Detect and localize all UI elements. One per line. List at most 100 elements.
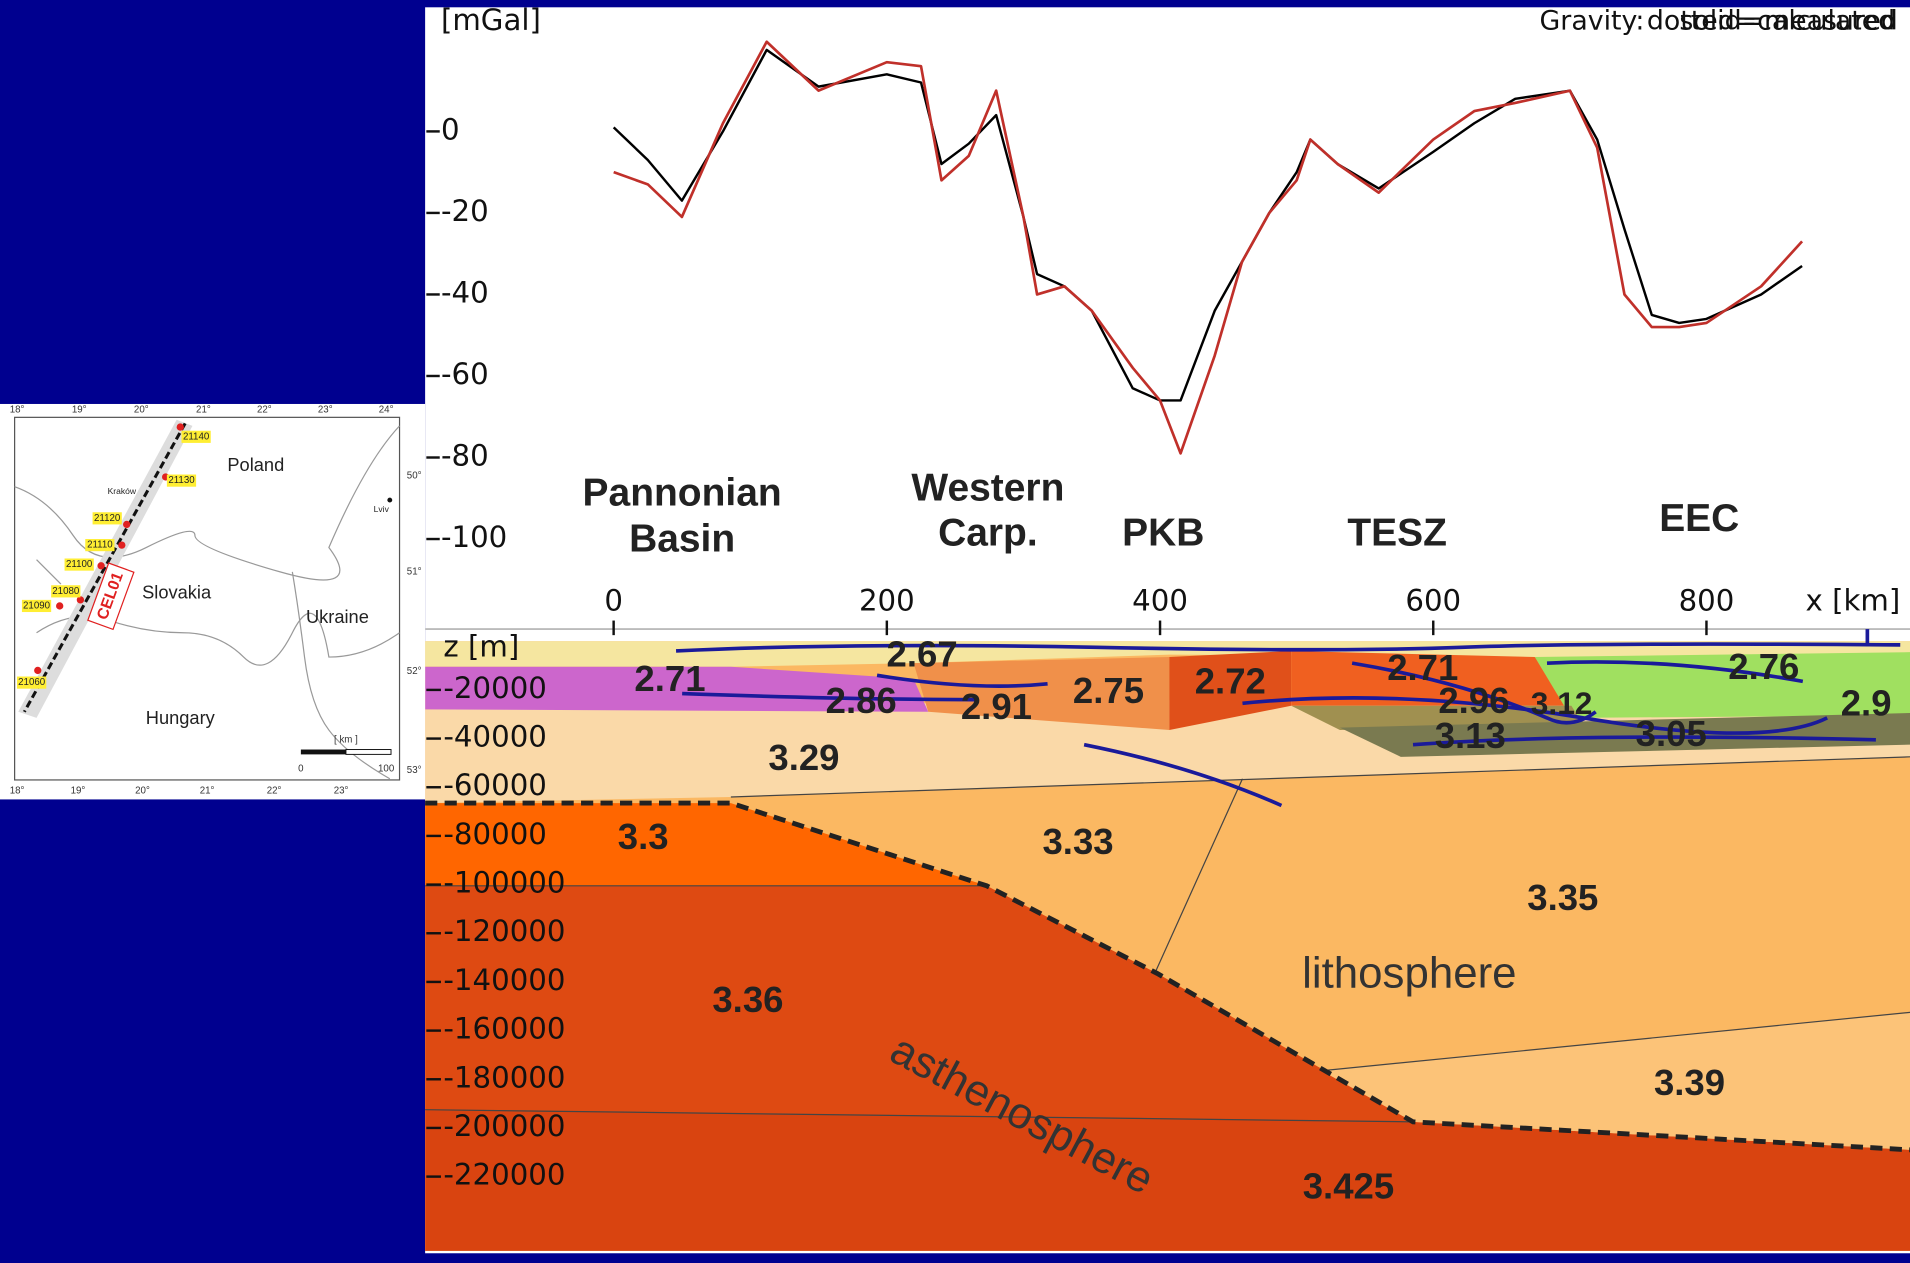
profile-tag [87, 562, 135, 631]
map-frame [14, 416, 401, 781]
layer [1339, 713, 1910, 757]
legend-entry: dotted=calculated [1647, 5, 1895, 36]
station-tag [92, 512, 122, 525]
region-label: PKB [1122, 512, 1204, 555]
region-labels: Pannonian Basin Western Carp. PKB TESZ E… [583, 467, 1740, 561]
x-tick-label: 600 [1405, 583, 1461, 617]
lon-label: 23° [318, 405, 333, 416]
layer [1534, 652, 1910, 718]
lab-boundary [425, 800, 1910, 1153]
station-label: 21130 [168, 475, 195, 486]
scale-unit: [ km ] [334, 734, 358, 745]
region-label: Pannonian [583, 472, 782, 515]
station [118, 541, 126, 549]
density-label: 2.96 [1438, 680, 1509, 721]
station-tag [166, 474, 197, 487]
station-tag [17, 676, 47, 689]
station [76, 596, 85, 604]
map-inset: 21140 21130 21120 21110 21100 21080 2109… [0, 403, 426, 800]
y-tick-label: -80 [441, 439, 489, 473]
city-marker [387, 497, 393, 503]
lon-label: 24° [379, 405, 394, 416]
station [123, 520, 131, 529]
density-label: 2.67 [887, 634, 958, 675]
y-tick-label: -120000 [443, 914, 565, 948]
lon-label: 19° [71, 785, 86, 796]
layer [913, 657, 1170, 731]
lon-label: 23° [334, 785, 349, 796]
reflector [1242, 696, 1828, 735]
lon-label: 18° [10, 405, 25, 416]
region-label: Basin [629, 518, 735, 561]
lat-label: 52° [407, 666, 422, 677]
border [14, 425, 400, 581]
country-label: Slovakia [142, 582, 212, 603]
y-axis-title: z [m] [443, 630, 519, 664]
density-label: 3.425 [1303, 1165, 1394, 1206]
y-tick-label: -180000 [443, 1060, 565, 1094]
x-axis-title: x [km] [1805, 583, 1900, 617]
scale-tick: 100 [378, 764, 395, 775]
y-tick-label: -40 [441, 275, 489, 309]
station-label: 21060 [18, 677, 46, 688]
lon-label: 20° [134, 405, 149, 416]
station-tag [181, 430, 211, 443]
density-label: 2.9 [1841, 682, 1892, 723]
density-label: 2.72 [1195, 660, 1266, 701]
y-tick-label: -160000 [443, 1012, 565, 1046]
y-tick-label: -80000 [443, 817, 546, 851]
station-label: 21120 [94, 513, 121, 524]
profile-line [23, 422, 187, 713]
y-tick-label: -140000 [443, 963, 565, 997]
x-tick-label: 200 [859, 583, 915, 617]
density-label: 3.3 [618, 816, 669, 857]
density-label: 3.39 [1654, 1062, 1725, 1103]
reflector [675, 642, 1901, 653]
lon-label: 19° [72, 405, 87, 416]
gravity-line [613, 40, 1804, 455]
boundary [1321, 1011, 1910, 1072]
y-axis-title: [mGal] [441, 3, 541, 37]
y-tick-label: -200000 [443, 1109, 565, 1143]
border [36, 559, 62, 585]
y-tick-label: -100000 [443, 866, 565, 900]
station [97, 562, 105, 570]
city-label: Kraków [108, 486, 137, 496]
station-label: 21100 [66, 559, 93, 570]
density-label: 2.76 [1728, 646, 1799, 687]
density-label: 3.29 [768, 737, 839, 778]
layer [425, 885, 1414, 1122]
y-tick-label: -220000 [443, 1158, 565, 1192]
section-layers [425, 641, 1910, 1251]
scale-tick: 0 [298, 764, 304, 775]
gravity-line [612, 48, 1803, 402]
lon-label: 20° [135, 785, 150, 796]
station-label: 21140 [183, 431, 210, 442]
density-label: 3.33 [1042, 821, 1113, 862]
density-label: 2.91 [961, 686, 1032, 727]
layer [425, 1109, 1910, 1251]
scale-bar [345, 749, 392, 755]
lon-label: 21° [200, 785, 215, 796]
reflector [1351, 661, 1597, 725]
layer-label: lithosphere [1302, 948, 1516, 997]
lat-label: 50° [407, 470, 422, 481]
reflector [1083, 742, 1283, 808]
lon-label: 21° [196, 405, 211, 416]
region-label: EEC [1659, 497, 1739, 540]
reflector [876, 673, 1048, 688]
density-label: 3.13 [1435, 715, 1506, 756]
reflector [1546, 660, 1804, 684]
lon-label: 18° [10, 785, 25, 796]
region-label: Carp. [938, 512, 1038, 555]
density-label: 3.05 [1636, 713, 1707, 754]
lon-label: 22° [267, 785, 282, 796]
reflector [1412, 735, 1876, 747]
layer [1321, 1012, 1910, 1150]
boundary [730, 756, 1910, 798]
y-tick-label: -40000 [443, 720, 546, 754]
legend-title: Gravity: [1540, 5, 1645, 36]
station-label: 21090 [23, 601, 51, 612]
